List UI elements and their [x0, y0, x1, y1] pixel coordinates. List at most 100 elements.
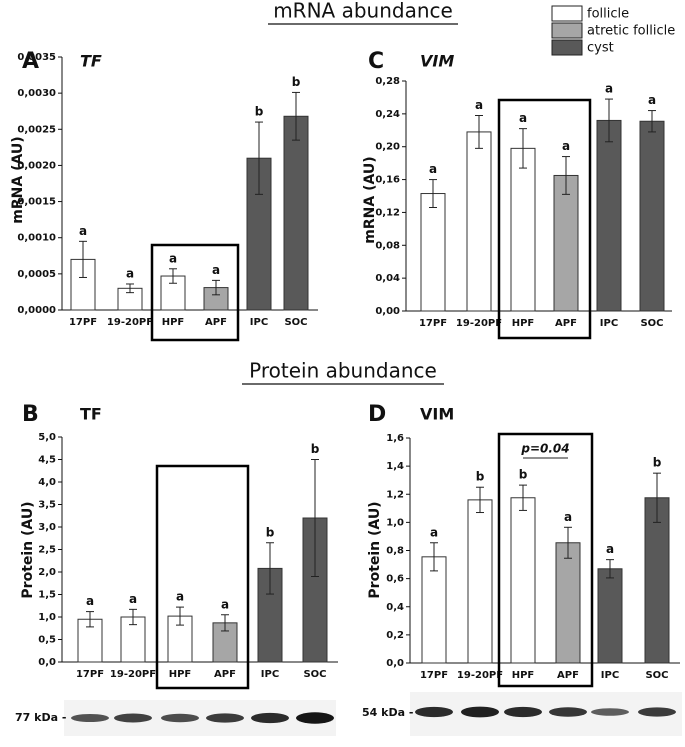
- x-tick-label: HPF: [169, 669, 192, 680]
- bar: [160, 275, 186, 311]
- y-tick-label: 0,5: [38, 635, 56, 646]
- blot-band: [296, 712, 334, 724]
- y-tick-label: 0,24: [375, 109, 400, 120]
- x-tick-label: SOC: [640, 318, 663, 329]
- x-tick-label: SOC: [645, 670, 668, 681]
- blot-band: [251, 712, 289, 724]
- significance-letter: b: [266, 525, 275, 539]
- significance-letter: a: [605, 82, 613, 96]
- y-tick-label: 0,2: [386, 630, 404, 641]
- y-tick-label: 0,8: [386, 546, 404, 557]
- y-tick-label: 0,0005: [17, 269, 56, 280]
- blot-band: [504, 706, 542, 718]
- bar: [510, 147, 536, 312]
- x-tick-label: APF: [555, 318, 577, 329]
- bar: [510, 497, 536, 664]
- significance-letter: a: [429, 162, 437, 176]
- significance-letter: b: [311, 442, 320, 456]
- bar: [555, 542, 581, 664]
- y-tick-label: 1,6: [386, 433, 404, 444]
- highlight-box: [497, 432, 594, 688]
- y-tick-label: 0,0015: [17, 197, 56, 208]
- legend-swatch: [551, 39, 583, 56]
- chart-title: TF: [80, 405, 102, 424]
- y-tick-label: 0,0025: [17, 124, 56, 135]
- blot-band: [161, 713, 199, 723]
- bar: [421, 556, 447, 664]
- significance-letter: b: [476, 470, 485, 484]
- significance-letter: a: [562, 139, 570, 153]
- significance-letter: b: [255, 105, 264, 119]
- x-tick-label: 19-20PF: [107, 317, 153, 328]
- y-tick-label: 0,0000: [17, 305, 56, 316]
- significance-letter: a: [648, 93, 656, 107]
- y-tick-label: 0,0030: [17, 88, 56, 99]
- x-tick-label: IPC: [601, 670, 619, 681]
- x-tick-label: IPC: [600, 318, 618, 329]
- significance-letter: a: [126, 266, 134, 280]
- x-tick-label: 19-20PF: [456, 318, 502, 329]
- significance-letter: b: [653, 456, 662, 470]
- bar: [283, 115, 309, 311]
- y-tick-label: 3,0: [38, 522, 56, 533]
- legend-swatch: [551, 5, 583, 22]
- y-tick-label: 1,0: [386, 517, 404, 528]
- x-tick-label: 17PF: [69, 317, 97, 328]
- y-axis-label: mRNA (AU): [10, 136, 26, 223]
- panel-label: D: [368, 402, 386, 427]
- y-tick-label: 0,00: [375, 306, 400, 317]
- legend-label: follicle: [587, 7, 629, 22]
- x-tick-label: IPC: [261, 669, 279, 680]
- y-axis-label: mRNA (AU): [362, 156, 378, 243]
- y-tick-label: 1,0: [38, 612, 56, 623]
- significance-letter: a: [129, 592, 137, 606]
- significance-letter: a: [86, 594, 94, 608]
- y-tick-label: 2,5: [38, 545, 56, 556]
- blot-band: [638, 707, 676, 717]
- significance-letter: a: [221, 597, 229, 611]
- y-tick-label: 0,6: [386, 574, 404, 585]
- significance-letter: b: [292, 75, 301, 89]
- highlight-box: [150, 243, 240, 342]
- blot-band: [71, 713, 109, 723]
- significance-letter: a: [212, 263, 220, 277]
- legend-label: atretic follicle: [587, 24, 675, 39]
- blot-background: [410, 692, 682, 736]
- significance-letter: a: [430, 525, 438, 539]
- bar: [639, 120, 665, 312]
- highlight-box: [497, 98, 592, 340]
- x-tick-label: IPC: [250, 317, 268, 328]
- y-tick-label: 0,28: [375, 76, 400, 87]
- y-tick-label: 5,0: [38, 432, 56, 443]
- bar: [596, 119, 622, 312]
- blot-band: [461, 706, 499, 718]
- chart-title: TF: [80, 52, 102, 71]
- legend-label: cyst: [587, 41, 614, 56]
- y-tick-label: 1,4: [386, 461, 404, 472]
- highlight-box: [155, 464, 250, 690]
- significance-letter: a: [564, 510, 572, 524]
- y-axis-label: Protein (AU): [20, 501, 36, 598]
- y-tick-label: 0,0: [386, 658, 404, 669]
- panel-label: B: [22, 402, 39, 427]
- heading: Protein abundance: [249, 359, 437, 383]
- y-tick-label: 4,5: [38, 455, 56, 466]
- significance-letter: a: [606, 542, 614, 556]
- panel-label: A: [22, 49, 39, 74]
- y-tick-label: 4,0: [38, 477, 56, 488]
- x-tick-label: 17PF: [76, 669, 104, 680]
- y-tick-label: 0,0010: [17, 233, 56, 244]
- blot-label: 54 kDa -: [362, 706, 413, 719]
- y-tick-label: 3,5: [38, 500, 56, 511]
- bar: [466, 131, 492, 312]
- heading: mRNA abundance: [273, 0, 453, 23]
- x-tick-label: SOC: [303, 669, 326, 680]
- x-tick-label: APF: [214, 669, 236, 680]
- y-tick-label: 2,0: [38, 567, 56, 578]
- y-axis-label: Protein (AU): [367, 501, 383, 598]
- blot-band: [591, 708, 629, 716]
- significance-letter: b: [519, 468, 528, 482]
- x-tick-label: 19-20PF: [457, 670, 503, 681]
- x-tick-label: 19-20PF: [110, 669, 156, 680]
